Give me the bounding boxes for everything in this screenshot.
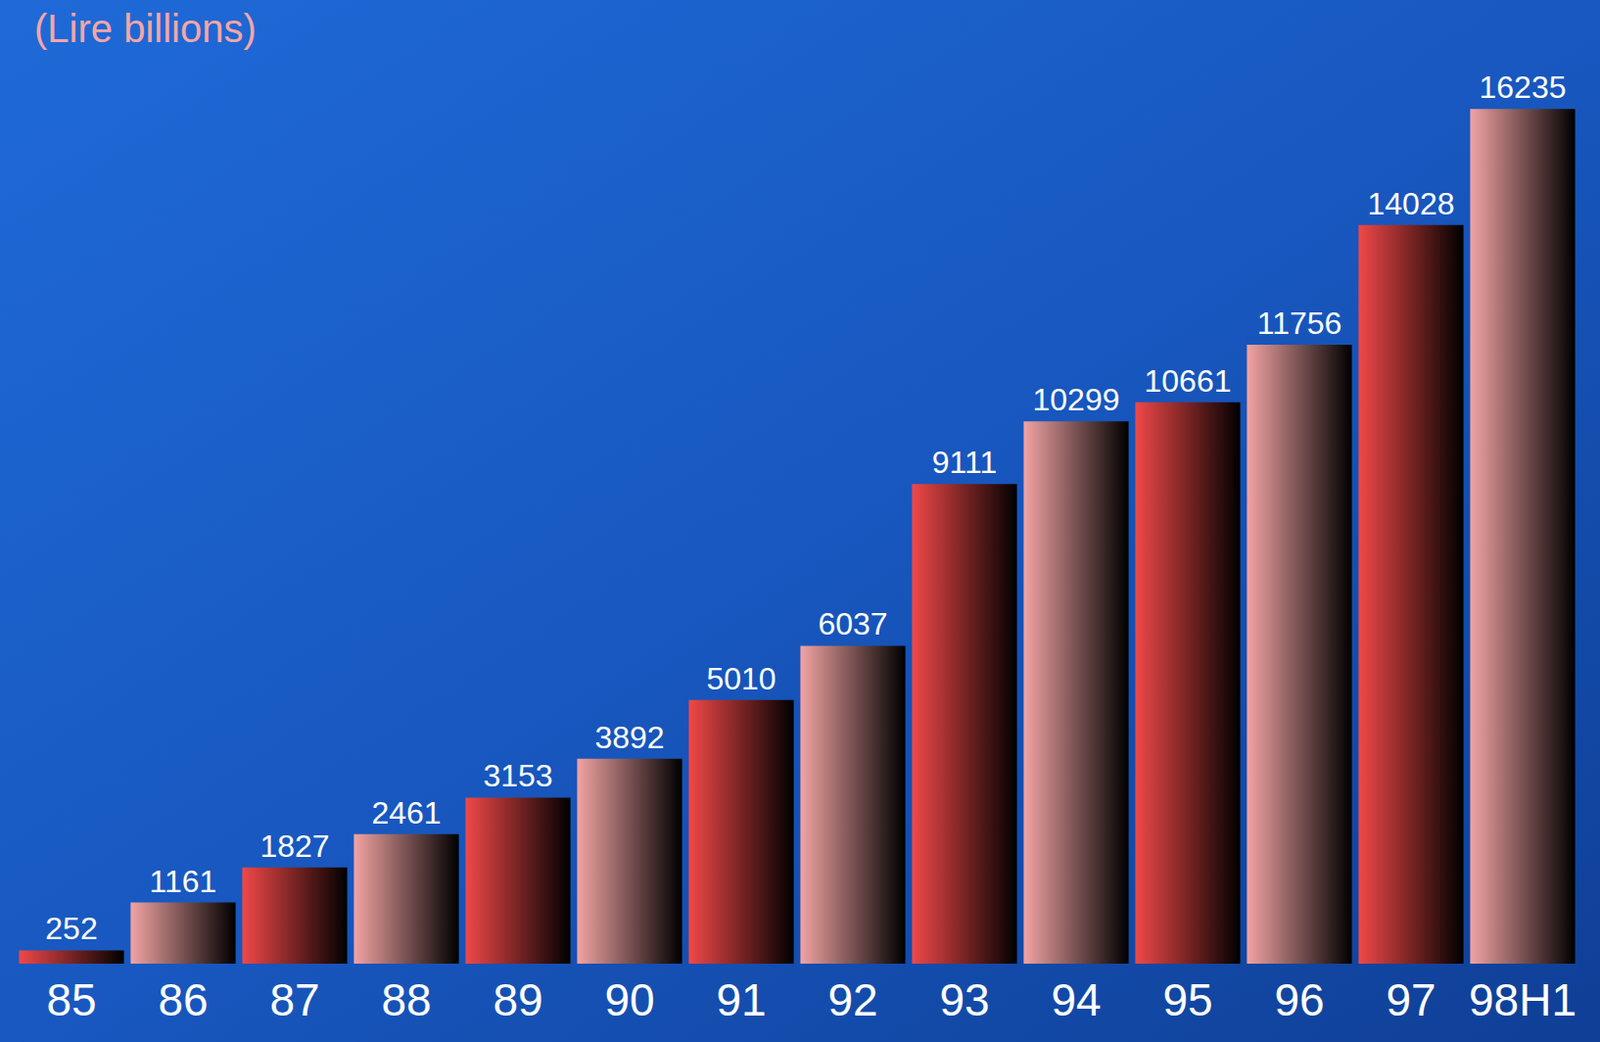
svg-text:252: 252 (45, 910, 97, 946)
svg-text:2461: 2461 (371, 795, 441, 831)
svg-text:94: 94 (1050, 974, 1101, 1026)
svg-text:5010: 5010 (705, 660, 776, 697)
svg-text:14028: 14028 (1367, 186, 1456, 222)
svg-text:86: 86 (157, 974, 208, 1026)
svg-text:3153: 3153 (482, 757, 553, 794)
svg-text:87: 87 (269, 974, 320, 1026)
svg-text:6037: 6037 (817, 606, 888, 642)
svg-text:97: 97 (1385, 974, 1436, 1026)
svg-text:11756: 11756 (1257, 305, 1343, 341)
svg-text:(Lire billions): (Lire billions) (34, 6, 257, 50)
svg-text:92: 92 (827, 974, 878, 1026)
svg-text:95: 95 (1162, 974, 1213, 1026)
svg-text:93: 93 (939, 974, 989, 1026)
svg-text:1827: 1827 (259, 828, 330, 864)
svg-text:10661: 10661 (1144, 363, 1232, 399)
svg-text:10299: 10299 (1033, 381, 1121, 418)
svg-text:96: 96 (1273, 974, 1324, 1026)
svg-text:9111: 9111 (932, 444, 997, 480)
svg-text:90: 90 (604, 974, 655, 1026)
svg-text:1161: 1161 (149, 863, 218, 899)
svg-text:16235: 16235 (1479, 69, 1567, 105)
svg-text:85: 85 (46, 974, 96, 1026)
svg-text:98H1: 98H1 (1468, 974, 1577, 1026)
svg-text:3892: 3892 (594, 719, 664, 755)
svg-text:91: 91 (715, 974, 766, 1026)
svg-text:88: 88 (380, 974, 431, 1026)
svg-text:89: 89 (492, 974, 543, 1026)
